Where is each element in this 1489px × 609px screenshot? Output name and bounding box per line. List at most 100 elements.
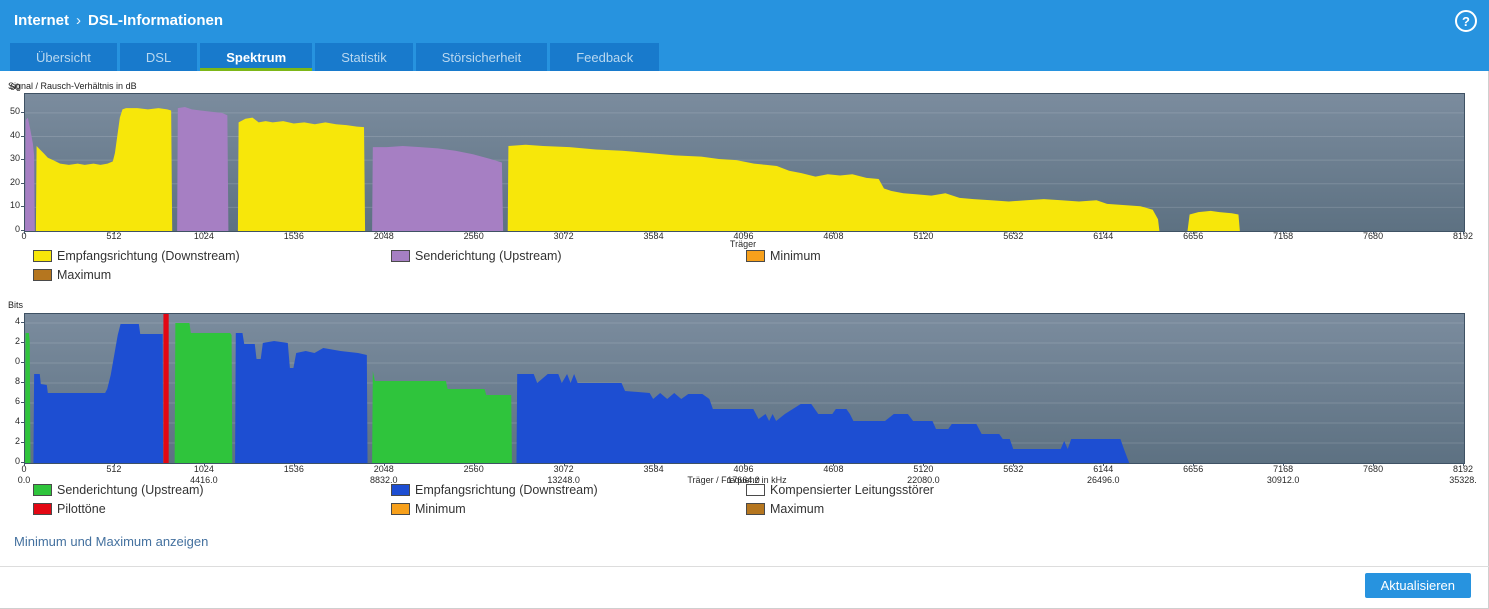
x-tick-label: 0 [21,464,27,474]
x-tick-label: 1024 [193,464,214,474]
x-tick-mark [1373,231,1375,234]
y-tick-label: 50 [9,105,20,116]
legend-swatch [391,503,410,515]
y-tick-mark [21,422,24,423]
x-tick-mark [473,463,475,466]
legend-item-maximum: Maximum [746,502,824,516]
legend-label: Senderichtung (Upstream) [415,249,562,263]
y-tick-label: 30 [9,153,20,164]
series-senderichtung-upstream- [372,371,512,463]
freq-tick-label: 8832.0 [369,475,398,485]
legend-item-maximum: Maximum [33,268,111,282]
x-tick-mark [383,231,385,234]
legend-swatch [33,269,52,281]
refresh-button[interactable]: Aktualisieren [1364,573,1471,598]
freq-tick-label: 13248.0 [547,475,580,485]
x-tick-label: 4608 [823,231,844,241]
x-tick-label: 4608 [823,464,844,474]
series-pilott-ne [163,314,169,463]
legend-swatch [746,484,765,496]
y-tick-mark [21,159,24,161]
breadcrumb-separator: › [76,12,82,29]
y-tick-mark [21,402,24,403]
legend-label: Empfangsrichtung (Downstream) [415,483,598,497]
freq-tick-label: 26496.0 [1086,475,1120,485]
x-axis-label: Träger [729,239,757,249]
y-tick-mark [21,111,24,113]
legend-item-senderichtung-upstream-: Senderichtung (Upstream) [33,483,204,497]
series-empfangsrichtung-downstream- [35,108,173,231]
legend-label: Maximum [57,268,112,282]
series-empfangsrichtung-downstream- [516,374,1130,463]
series-senderichtung-upstream- [25,333,31,463]
freq-tick-label: 4416.0 [190,475,218,485]
legend-swatch [33,250,52,262]
series-empfangsrichtung-downstream- [235,333,368,463]
x-tick-label: 1536 [283,231,304,241]
series-senderichtung-upstream- [372,145,504,231]
help-icon[interactable]: ? [1455,10,1477,32]
tab-uebersicht[interactable]: Übersicht [10,43,117,71]
legend-item-minimum: Minimum [391,502,466,516]
tab-spektrum[interactable]: Spektrum [200,43,313,71]
legend-label: Minimum [770,249,821,263]
x-tick-label: 3584 [643,464,664,474]
y-tick-label: 10 [9,200,20,211]
bits-plot-svg [25,314,1464,463]
tab-dsl[interactable]: DSL [119,43,198,71]
header: Internet › DSL-Informationen ? [0,0,1489,43]
legend-swatch [33,503,52,515]
legend-swatch [746,503,765,515]
x-tick-mark [24,463,25,466]
legend-label: Senderichtung (Upstream) [57,483,204,497]
x-tick-label: 7680 [1363,464,1384,474]
x-tick-label: 2560 [463,231,484,241]
tab-statistik[interactable]: Statistik [315,43,413,71]
bits-chart-title: Bits [8,300,24,310]
x-tick-label: 4096 [733,231,754,241]
breadcrumb-section: Internet [14,12,70,29]
x-tick-label: 512 [106,464,122,474]
x-tick-mark [1013,463,1015,466]
x-tick-label: 512 [106,231,122,241]
x-tick-mark [1103,463,1105,466]
x-tick-mark [923,463,925,466]
x-tick-label: 1536 [283,464,304,474]
freq-tick-label: 0.0 [17,475,31,485]
legend-swatch [391,484,410,496]
x-tick-mark [833,231,835,234]
series-senderichtung-upstream- [177,106,229,231]
legend-item-kompensierter-leitungsst-rer: Kompensierter Leitungsstörer [746,483,934,497]
y-tick-label: 0 [14,456,20,466]
x-tick-label: 7168 [1273,231,1294,241]
y-tick-mark [21,342,24,343]
series-empfangsrichtung-downstream- [1187,210,1240,231]
snr-plot-area [24,93,1465,232]
freq-tick-label: 30912.0 [1266,475,1300,485]
x-tick-mark [293,231,295,234]
x-tick-mark [293,463,295,466]
series-empfangsrichtung-downstream- [33,324,164,463]
tab-feedback[interactable]: Feedback [550,43,660,71]
x-tick-mark [833,463,835,466]
legend-item-pilott-ne: Pilottöne [33,502,106,516]
x-tick-label: 7168 [1273,464,1294,474]
tab-stoersicherheit[interactable]: Störsicherheit [415,43,548,71]
x-tick-mark [1373,463,1375,466]
legend-swatch [33,484,52,496]
snr-chart-title: Signal / Rausch-Verhältnis in dB [8,81,137,91]
freq-tick-label: 35328. [1449,475,1477,485]
x-tick-mark [653,231,655,234]
snr-plot-svg [25,106,1464,231]
x-tick-mark [1193,231,1195,234]
show-min-max-link[interactable]: Minimum und Maximum anzeigen [14,534,209,549]
x-tick-mark [203,231,205,234]
y-tick-mark [21,322,24,323]
x-tick-label: 3072 [553,464,574,474]
x-tick-mark [923,231,925,234]
x-tick-label: 3072 [553,231,574,241]
x-tick-mark [1463,463,1464,466]
y-tick-label: 0 [14,224,20,234]
y-tick-mark [21,206,24,208]
